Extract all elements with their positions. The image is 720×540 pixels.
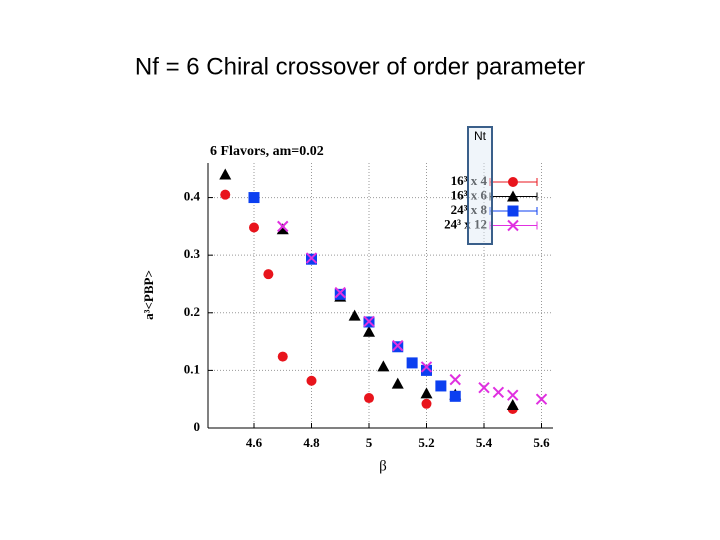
point xyxy=(377,360,390,372)
annotation-box xyxy=(467,126,493,245)
legend-label: 24³ x 8 xyxy=(451,202,488,217)
legend-label: 16³ x 4 xyxy=(451,173,488,188)
legend-marker xyxy=(507,205,519,217)
slide-title: Nf = 6 Chiral crossover of order paramet… xyxy=(135,53,585,80)
x-axis-label: β xyxy=(379,458,387,474)
y-axis-label: a³<PBP> xyxy=(141,270,156,320)
point xyxy=(420,387,433,399)
point xyxy=(406,357,418,369)
point xyxy=(363,315,375,328)
x-tick-label: 4.8 xyxy=(303,435,320,450)
point xyxy=(220,189,231,200)
legend-label: 24³ x 12 xyxy=(444,216,487,231)
x-tick-label: 4.6 xyxy=(246,435,263,450)
point xyxy=(305,252,318,264)
legend-marker xyxy=(508,177,518,187)
point xyxy=(435,380,447,392)
annotation: Nt xyxy=(474,129,487,143)
point xyxy=(276,223,289,235)
point xyxy=(421,398,432,409)
point xyxy=(364,393,374,404)
point xyxy=(277,220,289,233)
point xyxy=(219,168,232,180)
point xyxy=(249,222,259,233)
legend-label: 16³ x 6 xyxy=(451,187,488,202)
point xyxy=(334,288,346,300)
point xyxy=(306,375,317,386)
y-tick-label: 0.2 xyxy=(184,304,200,319)
x-tick-label: 5.4 xyxy=(476,435,493,450)
point xyxy=(391,377,404,389)
point xyxy=(263,269,274,280)
point xyxy=(507,389,519,401)
point xyxy=(392,339,404,352)
point xyxy=(334,286,346,299)
point xyxy=(348,309,361,321)
y-tick-label: 0 xyxy=(194,419,201,434)
point xyxy=(478,381,490,394)
legend-marker xyxy=(507,190,519,202)
point xyxy=(363,325,375,337)
point xyxy=(420,361,433,373)
x-tick-label: 5.6 xyxy=(533,435,550,450)
point xyxy=(248,192,260,204)
x-tick-label: 5 xyxy=(366,435,373,450)
point xyxy=(277,351,288,362)
point xyxy=(421,364,432,376)
x-tick-label: 5.2 xyxy=(418,435,434,450)
chart-title: 6 Flavors, am=0.02 xyxy=(210,144,324,159)
point xyxy=(535,393,548,405)
point xyxy=(449,390,461,402)
point xyxy=(492,386,505,398)
y-tick-label: 0.4 xyxy=(184,189,201,204)
legend-marker xyxy=(507,219,519,232)
point xyxy=(506,398,519,410)
point xyxy=(449,373,461,386)
y-tick-label: 0.1 xyxy=(184,361,200,376)
y-tick-label: 0.3 xyxy=(184,246,201,261)
